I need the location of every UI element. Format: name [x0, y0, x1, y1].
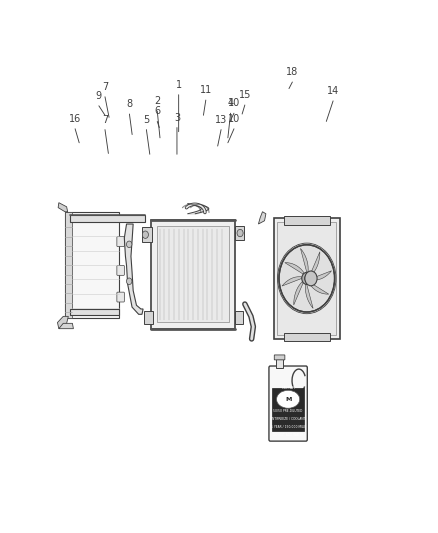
Text: 7: 7: [102, 82, 108, 92]
Text: 10: 10: [228, 114, 240, 124]
Polygon shape: [124, 224, 143, 314]
Polygon shape: [312, 271, 332, 280]
Text: 9: 9: [96, 91, 102, 101]
Polygon shape: [59, 324, 74, 329]
FancyBboxPatch shape: [142, 227, 152, 243]
Text: 7: 7: [102, 115, 108, 125]
Text: DO NOT ADD WATER: DO NOT ADD WATER: [273, 433, 304, 438]
FancyBboxPatch shape: [274, 218, 340, 339]
Polygon shape: [305, 284, 313, 309]
Polygon shape: [258, 212, 266, 224]
Circle shape: [127, 278, 132, 285]
FancyBboxPatch shape: [269, 366, 307, 441]
Text: 4: 4: [227, 98, 233, 108]
Text: 5 YEAR / 150,000 MILE: 5 YEAR / 150,000 MILE: [271, 425, 305, 429]
FancyBboxPatch shape: [274, 355, 285, 360]
Polygon shape: [294, 281, 303, 305]
FancyBboxPatch shape: [277, 222, 336, 335]
FancyBboxPatch shape: [117, 292, 124, 302]
FancyBboxPatch shape: [235, 226, 244, 240]
Circle shape: [304, 276, 309, 281]
FancyBboxPatch shape: [284, 216, 330, 225]
FancyBboxPatch shape: [235, 311, 243, 324]
Circle shape: [302, 272, 312, 285]
Ellipse shape: [276, 390, 300, 408]
Polygon shape: [309, 282, 329, 294]
Circle shape: [127, 241, 132, 248]
FancyBboxPatch shape: [117, 265, 124, 276]
Text: 10: 10: [228, 98, 240, 108]
Text: M: M: [285, 397, 291, 402]
FancyBboxPatch shape: [272, 388, 304, 431]
Text: 2: 2: [154, 96, 160, 106]
Circle shape: [279, 245, 335, 312]
FancyBboxPatch shape: [157, 227, 229, 322]
Circle shape: [142, 231, 148, 238]
Text: 15: 15: [239, 90, 251, 100]
FancyBboxPatch shape: [117, 237, 124, 246]
FancyBboxPatch shape: [65, 212, 72, 318]
FancyBboxPatch shape: [144, 311, 152, 324]
FancyBboxPatch shape: [152, 220, 235, 329]
Text: 13: 13: [215, 115, 227, 125]
Text: 1: 1: [176, 80, 182, 90]
FancyBboxPatch shape: [70, 309, 119, 315]
Text: 6: 6: [154, 107, 160, 117]
Text: 50/50 PRE-DILUTED: 50/50 PRE-DILUTED: [273, 409, 303, 413]
Text: 8: 8: [127, 99, 132, 109]
Text: 3: 3: [174, 112, 180, 123]
Polygon shape: [57, 317, 68, 329]
Polygon shape: [285, 263, 304, 274]
Text: MOPAR: MOPAR: [281, 386, 295, 390]
Polygon shape: [58, 203, 67, 212]
FancyBboxPatch shape: [65, 212, 119, 318]
Text: 16: 16: [69, 114, 81, 124]
Circle shape: [237, 229, 243, 237]
Text: 18: 18: [286, 67, 298, 77]
Text: 11: 11: [200, 85, 212, 95]
FancyBboxPatch shape: [276, 359, 283, 368]
Text: ANTIFREEZE / COOLANT: ANTIFREEZE / COOLANT: [270, 417, 306, 421]
Circle shape: [305, 271, 317, 286]
Text: 5: 5: [143, 115, 149, 125]
Polygon shape: [300, 248, 308, 272]
Polygon shape: [282, 277, 302, 286]
Polygon shape: [311, 252, 320, 276]
Text: 14: 14: [327, 86, 339, 96]
FancyBboxPatch shape: [284, 333, 330, 341]
FancyBboxPatch shape: [70, 215, 145, 222]
